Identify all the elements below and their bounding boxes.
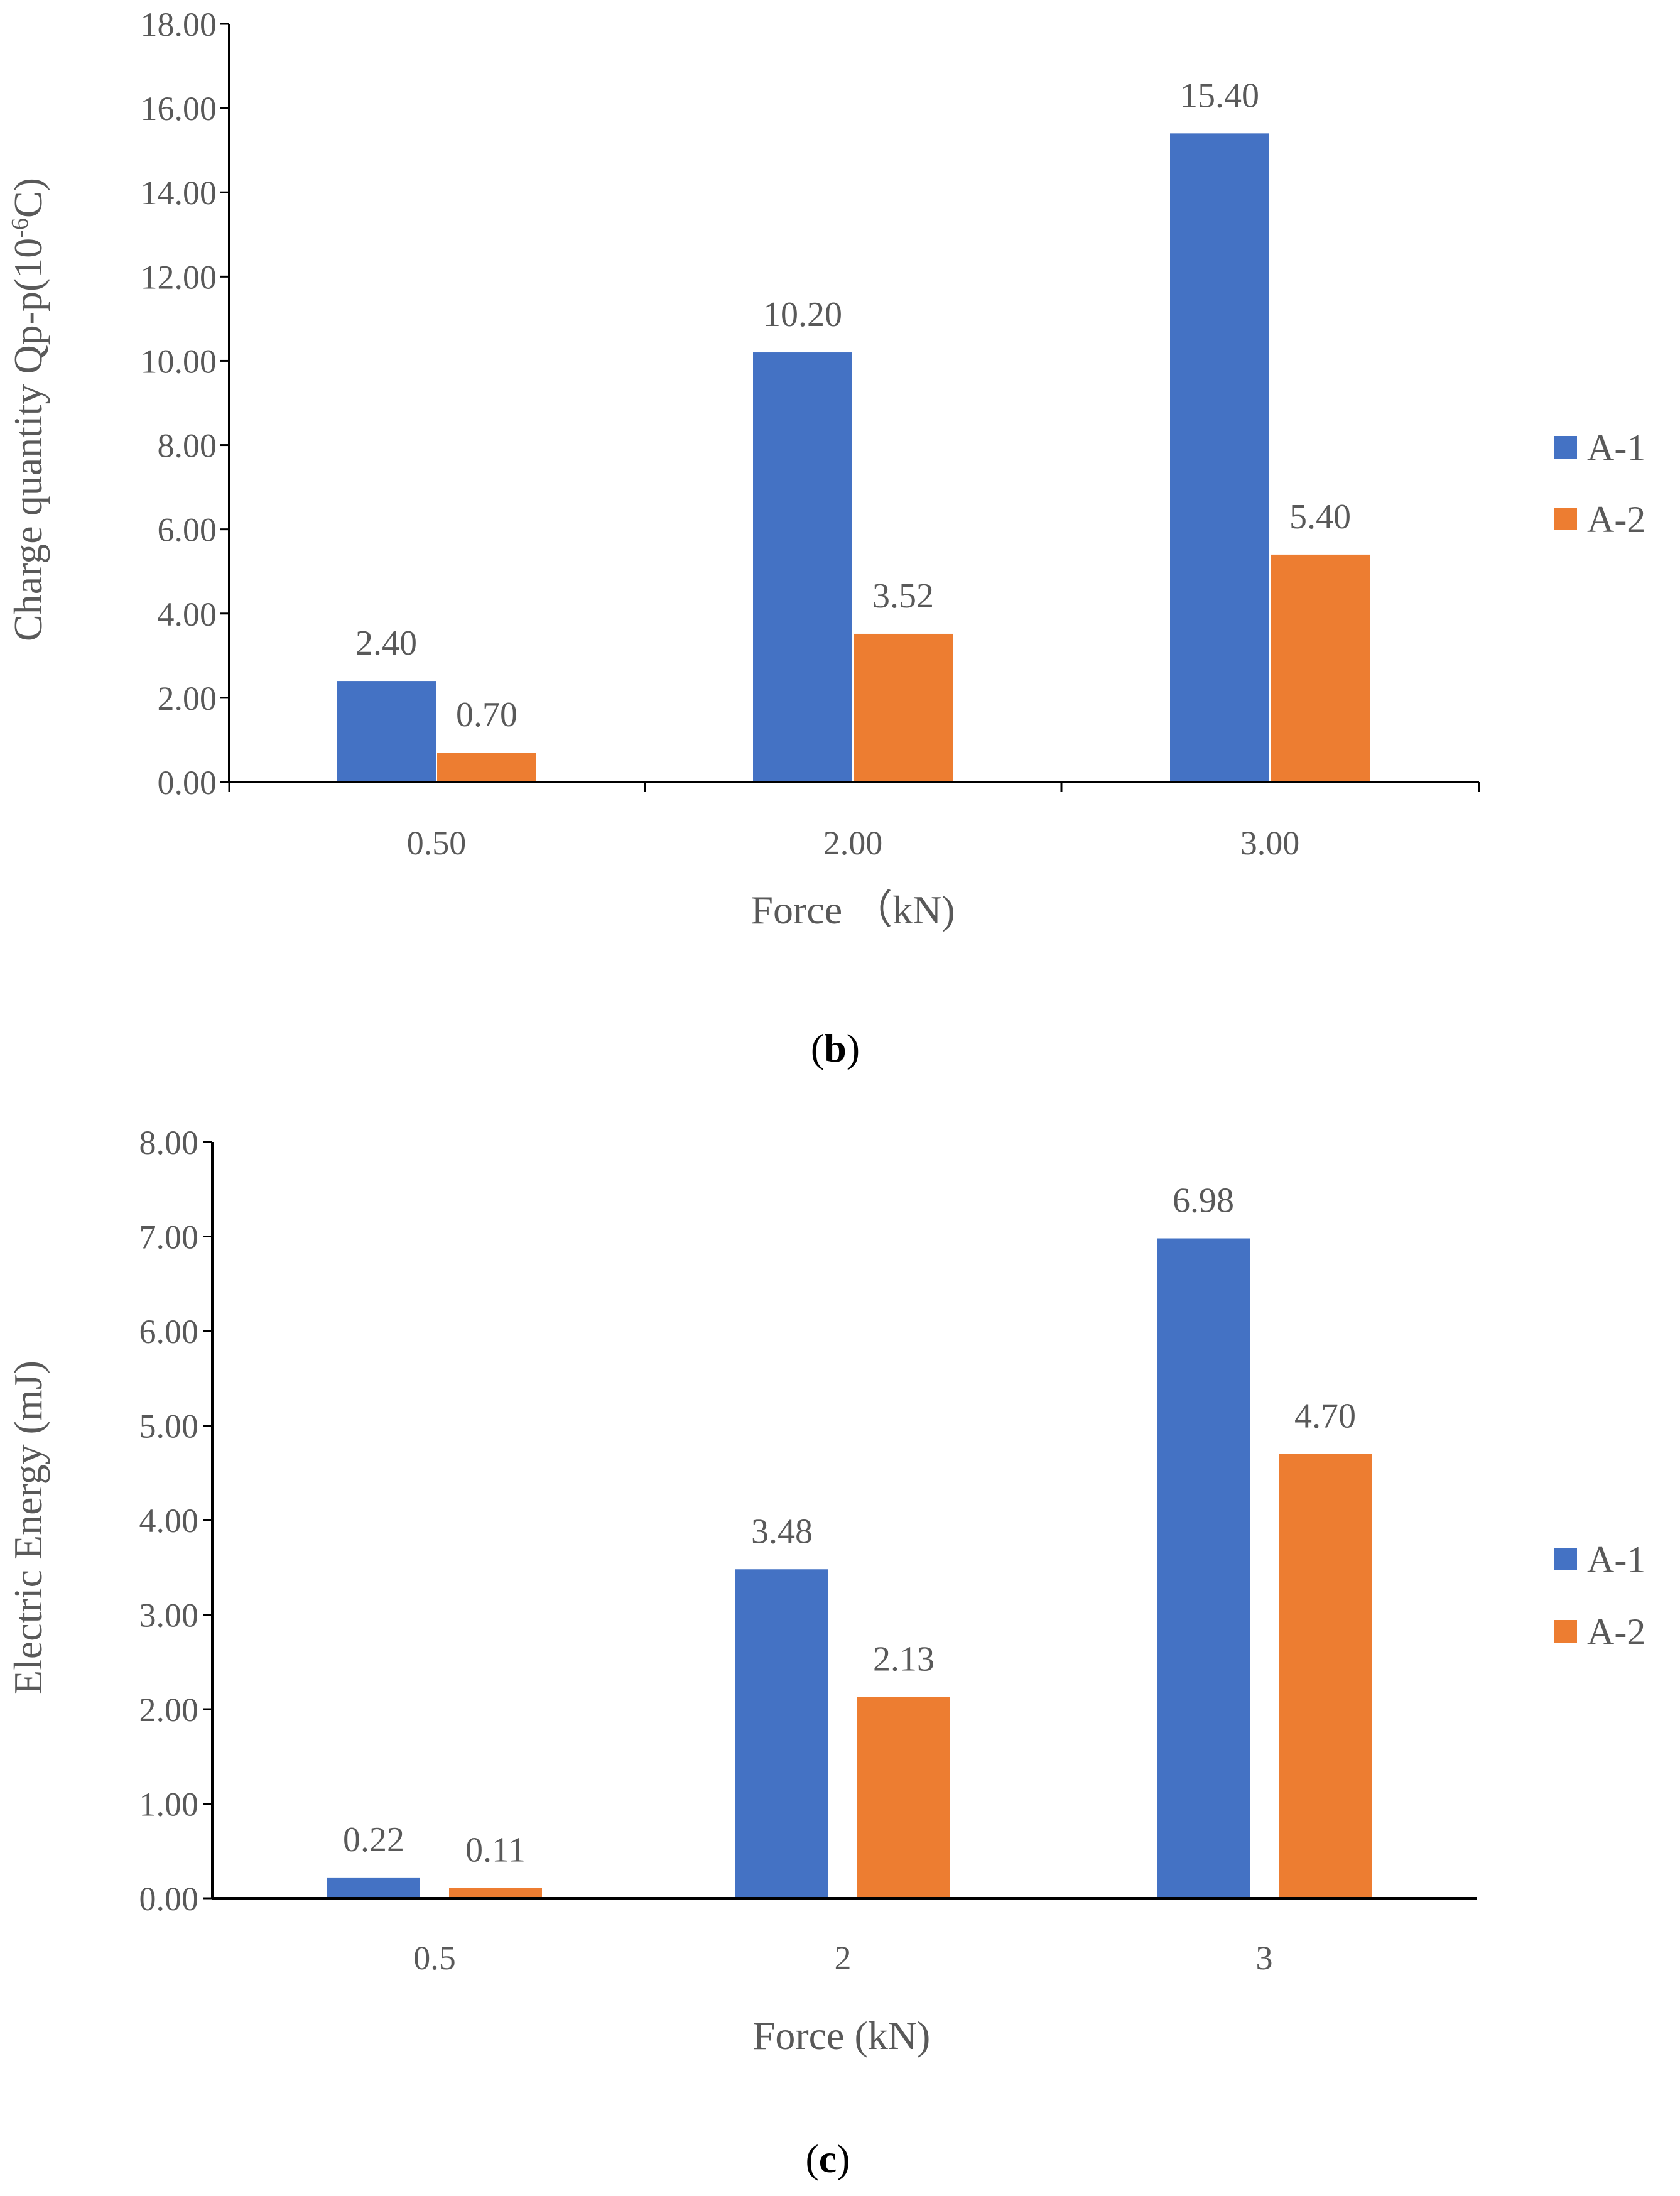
y-tick-label: 16.00 (141, 90, 217, 128)
y-tick-label: 0.00 (139, 1880, 199, 1918)
y-tick-label: 4.00 (139, 1502, 199, 1540)
data-label-a-2-2: 3.52 (872, 577, 934, 616)
y-tick-label: 2.00 (158, 680, 217, 717)
y-tick-labels: 0.00 1.00 2.00 3.00 4.00 5.00 6.00 7.00 8.00 (139, 1124, 199, 1918)
x-axis-title: Force (kN) (753, 2013, 931, 2058)
data-label-a-2-1: 0.70 (456, 695, 518, 734)
data-label-a-1-3: 15.40 (1180, 76, 1259, 115)
bar-a-2-3 (1279, 1454, 1372, 1898)
y-axis-title: Charge quantity Qp-p(10-6C) (6, 178, 50, 641)
data-label-a-1-3: 6.98 (1173, 1182, 1234, 1220)
y-tick-label: 18.00 (141, 6, 217, 43)
bar-a-2-2 (854, 633, 953, 782)
y-tick-label: 7.00 (139, 1219, 199, 1256)
legend-label-a-1: A-1 (1587, 427, 1645, 469)
y-tick-label: 1.00 (139, 1786, 199, 1824)
svg-text:Charge quantity Qp-p(10-6C): Charge quantity Qp-p(10-6C) (6, 178, 50, 641)
panel-label-b-letter: b (824, 1026, 847, 1070)
bar-a-2-2 (857, 1697, 950, 1898)
bar-a-2-3 (1271, 554, 1370, 782)
axes (220, 23, 1480, 792)
y-axis-title-post: C) (6, 178, 50, 218)
x-tick-label: 0.50 (407, 824, 467, 862)
y-tick-label: 8.00 (139, 1124, 199, 1161)
legend: A-1 A-2 (1554, 427, 1645, 540)
bar-a-1-1 (337, 681, 436, 782)
axes (203, 1141, 1477, 1900)
y-tick-labels: 0.00 2.00 4.00 6.00 8.00 10.00 12.00 14.00 16.00… (141, 6, 217, 802)
legend-label-a-1: A-1 (1587, 1539, 1645, 1580)
svg-text:Electric Energy (mJ): Electric Energy (mJ) (6, 1361, 50, 1695)
panel-label-b: (b) (811, 1026, 860, 1070)
data-labels: 2.40 0.70 10.20 3.52 15.40 5.40 (355, 76, 1351, 734)
x-tick-label: 2.00 (823, 824, 883, 862)
chart-c: Electric Energy (mJ) 0.00 1.00 2.00 3.00 4.0… (6, 1124, 1645, 2181)
legend-swatch-a-2 (1554, 1620, 1577, 1643)
data-label-a-1-2: 3.48 (751, 1512, 813, 1551)
bars (327, 1238, 1372, 1898)
y-axis-title-pre: Charge quantity Qp-p(10 (6, 238, 50, 641)
y-axis-title: Electric Energy (mJ) (6, 1361, 50, 1695)
y-tick-label: 14.00 (141, 174, 217, 212)
bars (337, 133, 1370, 782)
panel-label-c-letter: c (819, 2136, 837, 2181)
bar-a-1-1 (327, 1877, 420, 1898)
bar-a-1-2 (735, 1569, 828, 1898)
y-tick-label: 3.00 (139, 1597, 199, 1634)
x-tick-label: 0.5 (413, 1939, 456, 1977)
bar-a-2-1 (437, 753, 536, 782)
legend-swatch-a-1 (1554, 436, 1577, 459)
y-tick-label: 2.00 (139, 1691, 199, 1729)
data-label-a-1-2: 10.20 (763, 295, 842, 334)
legend-label-a-2: A-2 (1587, 499, 1645, 540)
data-label-a-2-3: 5.40 (1289, 497, 1351, 536)
y-tick-label: 6.00 (139, 1313, 199, 1351)
x-axis-title: Force （kN) (751, 888, 955, 932)
bar-a-1-3 (1157, 1238, 1250, 1898)
data-label-a-2-3: 4.70 (1294, 1397, 1356, 1436)
legend-label-a-2: A-2 (1587, 1611, 1645, 1653)
y-tick-label: 0.00 (158, 764, 217, 802)
x-tick-label: 3 (1256, 1939, 1273, 1977)
data-label-a-2-1: 0.11 (465, 1830, 526, 1869)
y-tick-label: 12.00 (141, 258, 217, 296)
y-tick-label: 8.00 (158, 427, 217, 465)
y-axis-title-sup: -6 (7, 218, 33, 238)
legend-swatch-a-2 (1554, 508, 1577, 530)
chart-b: Charge quantity Qp-p(10-6C) 0.00 2.00 4.00… (6, 6, 1645, 1070)
data-labels: 0.22 0.11 3.48 2.13 6.98 4.70 (343, 1182, 1356, 1870)
bar-a-1-2 (753, 352, 852, 782)
x-tick-labels: 0.5 2 3 (413, 1939, 1272, 1977)
data-label-a-1-1: 0.22 (343, 1820, 404, 1859)
y-axis-title-pre: Electric Energy (mJ) (6, 1361, 50, 1695)
legend-swatch-a-1 (1554, 1548, 1577, 1570)
y-tick-label: 5.00 (139, 1408, 199, 1445)
data-label-a-2-2: 2.13 (873, 1639, 935, 1678)
x-tick-label: 3.00 (1240, 824, 1300, 862)
x-tick-labels: 0.50 2.00 3.00 (407, 824, 1300, 862)
y-tick-label: 6.00 (158, 511, 217, 549)
data-label-a-1-1: 2.40 (355, 624, 417, 663)
legend: A-1 A-2 (1554, 1539, 1645, 1653)
y-tick-label: 4.00 (158, 595, 217, 633)
panel-label-c: (c) (805, 2136, 850, 2181)
y-tick-label: 10.00 (141, 342, 217, 380)
x-tick-label: 2 (835, 1939, 852, 1977)
bar-a-2-1 (449, 1888, 542, 1898)
bar-a-1-3 (1170, 133, 1269, 782)
